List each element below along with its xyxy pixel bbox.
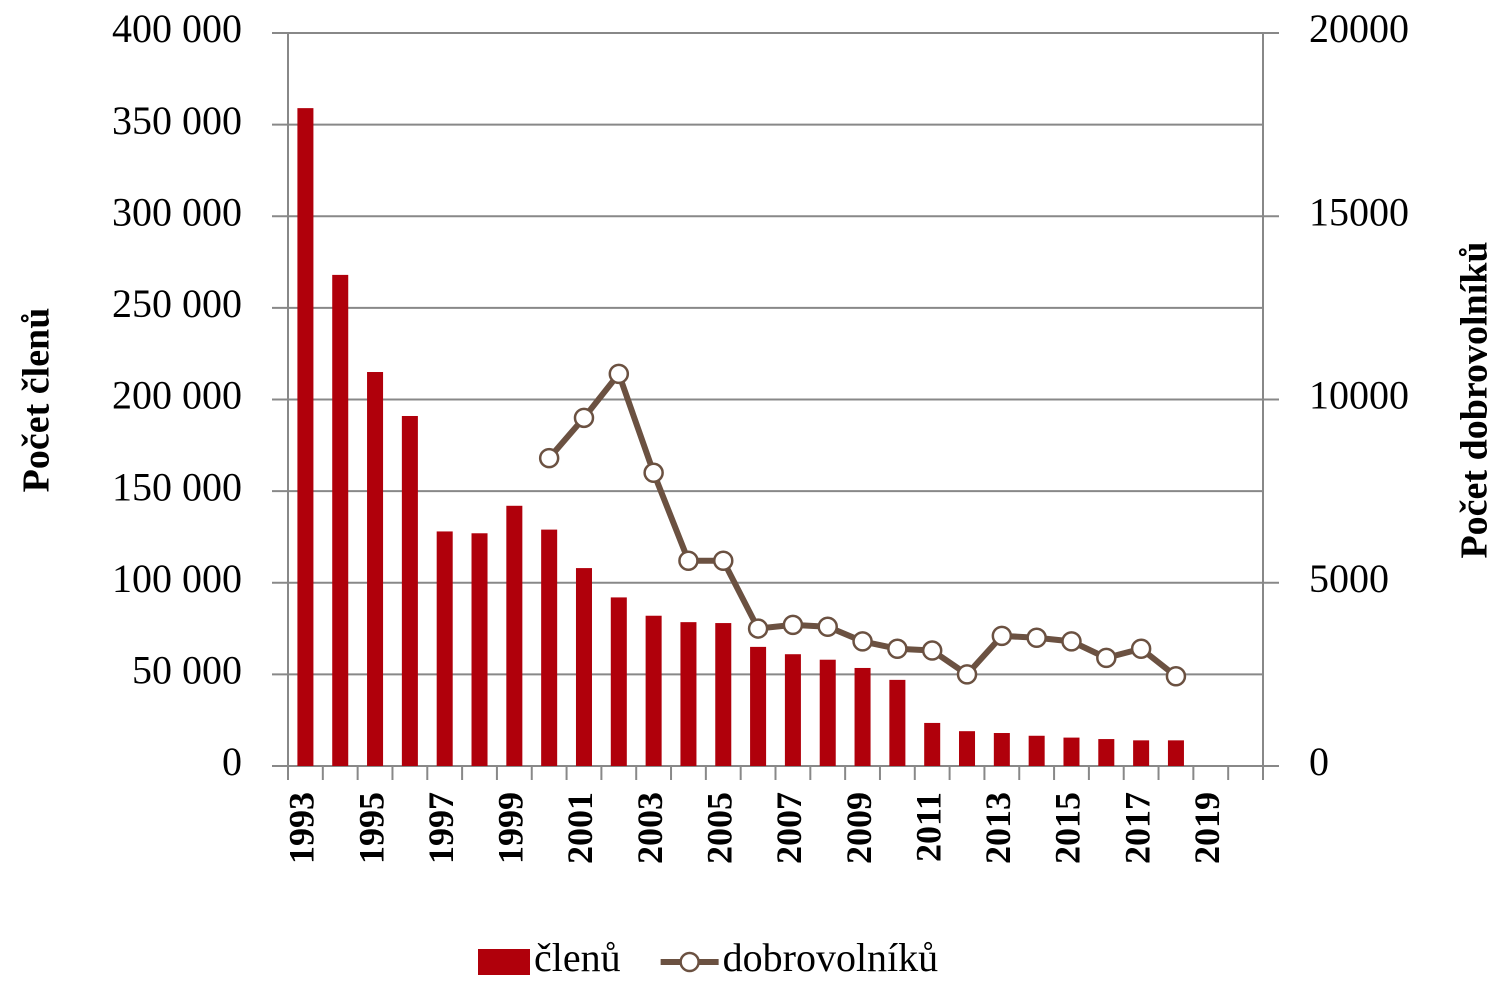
bar — [610, 597, 627, 766]
line-marker — [678, 550, 699, 572]
x-tick-label: 2011 — [908, 792, 948, 862]
y-tick-label: 0 — [222, 739, 242, 784]
bar — [332, 274, 349, 766]
y-tick-label: 200 000 — [112, 373, 242, 418]
x-tick-label: 2017 — [1117, 792, 1157, 864]
line-marker — [852, 631, 873, 652]
x-tick-label: 1995 — [351, 792, 391, 864]
bar — [993, 733, 1010, 766]
line-marker — [817, 616, 838, 637]
bar — [959, 731, 976, 766]
line-marker — [608, 363, 630, 385]
y-tick-label: 150 000 — [112, 464, 242, 509]
bar — [889, 679, 906, 766]
x-tick-label: 1993 — [282, 792, 322, 864]
bar — [1063, 737, 1080, 766]
legend-swatch — [478, 949, 530, 975]
y-tick-label: 50 000 — [132, 648, 242, 693]
line-marker — [782, 614, 804, 636]
bar — [575, 568, 592, 766]
y-tick-label: 300 000 — [112, 189, 242, 234]
line-marker — [921, 640, 943, 661]
bar — [854, 667, 871, 766]
line-marker — [747, 618, 769, 639]
y-tick-label: 400 000 — [112, 6, 242, 51]
bar — [819, 659, 836, 766]
x-tick-label: 2007 — [769, 792, 809, 864]
bar — [436, 531, 453, 766]
y2-axis-label: Počet dobrovolníků — [1454, 241, 1496, 558]
y-tick-label: 250 000 — [112, 281, 242, 326]
y-axis-label: Počet členů — [16, 308, 58, 493]
bar — [297, 108, 314, 766]
bar — [506, 505, 523, 766]
bar — [1133, 740, 1150, 766]
bar — [784, 654, 801, 766]
bar — [1167, 740, 1184, 766]
bar — [541, 529, 558, 766]
bar — [750, 646, 767, 766]
y2-tick-label: 20000 — [1309, 6, 1409, 51]
line-marker — [887, 638, 908, 659]
x-tick-label: 2009 — [839, 792, 879, 864]
y-tick-label: 350 000 — [112, 98, 242, 143]
y2-tick-label: 5000 — [1309, 556, 1389, 601]
x-tick-label: 2001 — [560, 792, 600, 864]
bar — [367, 372, 384, 766]
bar — [715, 623, 732, 766]
y2-tick-label: 0 — [1309, 739, 1329, 784]
line-marker — [573, 407, 595, 429]
y2-tick-label: 10000 — [1309, 373, 1409, 418]
x-tick-label: 1999 — [491, 792, 531, 864]
bar — [1098, 739, 1115, 766]
line-marker — [1096, 647, 1117, 669]
x-tick-label: 2015 — [1048, 792, 1088, 864]
legend-swatch — [679, 951, 700, 973]
legend-label: dobrovolníků — [723, 935, 939, 980]
legend-label: členů — [534, 935, 621, 980]
x-tick-label: 1997 — [421, 792, 461, 864]
line-marker — [538, 447, 560, 469]
x-tick-label: 2003 — [630, 792, 670, 864]
bar — [645, 615, 662, 766]
bar — [401, 415, 418, 766]
bar — [924, 722, 941, 766]
line-marker — [1061, 631, 1082, 652]
x-tick-label: 2013 — [978, 792, 1018, 864]
line — [546, 370, 1178, 679]
bar — [680, 622, 697, 766]
x-tick-label: 2019 — [1187, 792, 1227, 864]
line-marker — [991, 625, 1013, 647]
bar — [1028, 735, 1045, 766]
y2-tick-label: 15000 — [1309, 189, 1409, 234]
y-tick-label: 100 000 — [112, 556, 242, 601]
line-marker — [956, 664, 978, 685]
line-marker — [1165, 665, 1187, 687]
line-marker — [713, 550, 734, 572]
line-marker — [643, 462, 664, 484]
x-tick-label: 2005 — [700, 792, 740, 864]
line-marker — [1026, 627, 1047, 648]
bar — [471, 533, 488, 766]
line-marker — [1130, 638, 1152, 659]
